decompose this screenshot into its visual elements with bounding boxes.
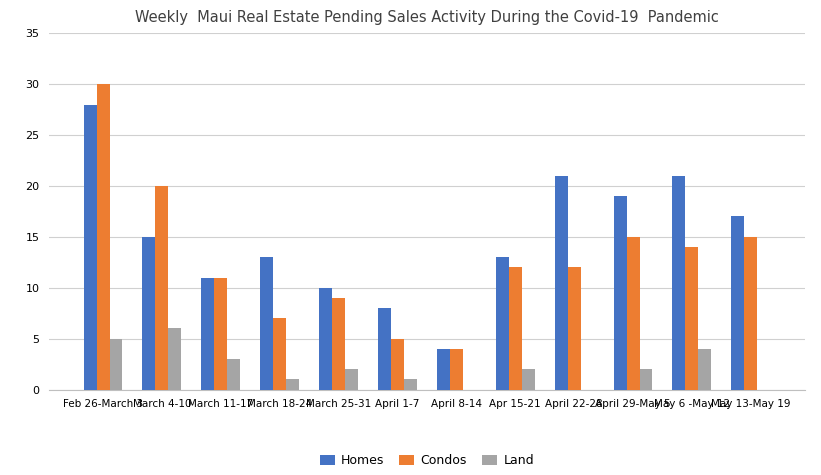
Bar: [345, 369, 358, 389]
Bar: [613, 196, 626, 390]
Bar: [640, 369, 653, 389]
Title: Weekly  Maui Real Estate Pending Sales Activity During the Covid-19  Pandemic: Weekly Maui Real Estate Pending Sales Ac…: [135, 10, 719, 25]
Bar: [686, 247, 699, 390]
Bar: [555, 176, 567, 390]
Bar: [84, 104, 97, 390]
Bar: [143, 237, 155, 390]
Bar: [109, 339, 122, 390]
Bar: [201, 277, 214, 390]
Bar: [509, 267, 521, 389]
Bar: [391, 339, 404, 390]
Bar: [227, 359, 241, 390]
Bar: [672, 176, 686, 390]
Bar: [260, 257, 273, 390]
Bar: [97, 84, 109, 390]
Bar: [287, 380, 299, 390]
Bar: [496, 257, 509, 390]
Bar: [745, 237, 757, 390]
Legend: Homes, Condos, Land: Homes, Condos, Land: [315, 449, 539, 472]
Bar: [437, 349, 450, 389]
Bar: [319, 288, 333, 389]
Bar: [404, 380, 417, 390]
Bar: [450, 349, 463, 389]
Bar: [521, 369, 534, 389]
Bar: [333, 298, 345, 390]
Bar: [155, 186, 168, 390]
Bar: [567, 267, 580, 389]
Bar: [699, 349, 711, 389]
Bar: [273, 318, 287, 389]
Bar: [168, 328, 181, 389]
Bar: [214, 277, 227, 390]
Bar: [626, 237, 640, 390]
Bar: [732, 217, 745, 390]
Bar: [378, 308, 391, 390]
